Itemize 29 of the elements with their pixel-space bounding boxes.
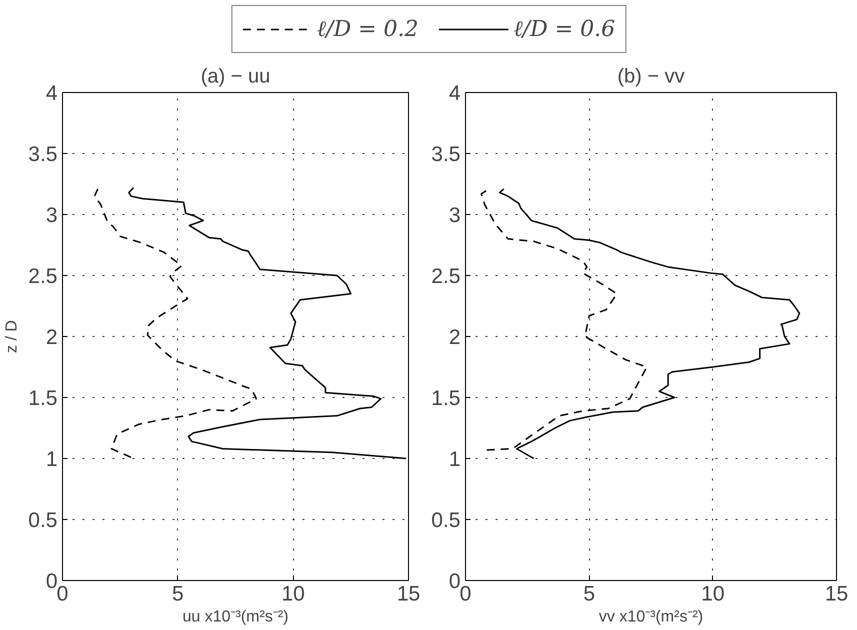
x-tick-label: 15: [824, 582, 848, 606]
y-tick-label: 3.5: [28, 143, 58, 166]
y-tick-label: 4: [448, 82, 461, 105]
chart-title: (a) − uu: [200, 66, 270, 88]
y-tick-label: 4: [46, 82, 58, 105]
y-tick-label: 3.5: [431, 143, 461, 166]
x-tick-label: 5: [172, 582, 184, 606]
x-tick-label: 5: [583, 582, 596, 606]
x-tick-label: 15: [396, 582, 420, 606]
y-tick-label: 0.5: [28, 509, 58, 532]
x-tick-label: 10: [281, 582, 305, 606]
x-axis-title: uu x10⁻³(m²s⁻²): [182, 608, 289, 626]
y-tick-label: 1: [448, 448, 461, 471]
y-tick-label: 0.5: [431, 509, 461, 532]
legend-label: ℓ/D = 0.6: [514, 16, 616, 42]
y-tick-label: 2: [46, 326, 58, 349]
legend-label: ℓ/D = 0.2: [316, 16, 418, 42]
y-tick-label: 3: [448, 204, 461, 227]
y-tick-label: 1.5: [431, 387, 461, 410]
y-axis-title: z / D: [3, 320, 20, 353]
y-tick-label: 2: [448, 326, 461, 349]
x-axis-title: vv x10⁻³(m²s⁻²): [598, 608, 704, 626]
y-tick-label: 1: [46, 448, 58, 471]
y-tick-label: 3: [46, 204, 58, 227]
y-tick-label: 1.5: [28, 387, 58, 410]
y-tick-label: 2.5: [431, 265, 461, 288]
y-tick-label: 2.5: [28, 265, 58, 288]
x-tick-label: 10: [701, 582, 725, 606]
chart-title: (b) − vv: [617, 66, 685, 88]
